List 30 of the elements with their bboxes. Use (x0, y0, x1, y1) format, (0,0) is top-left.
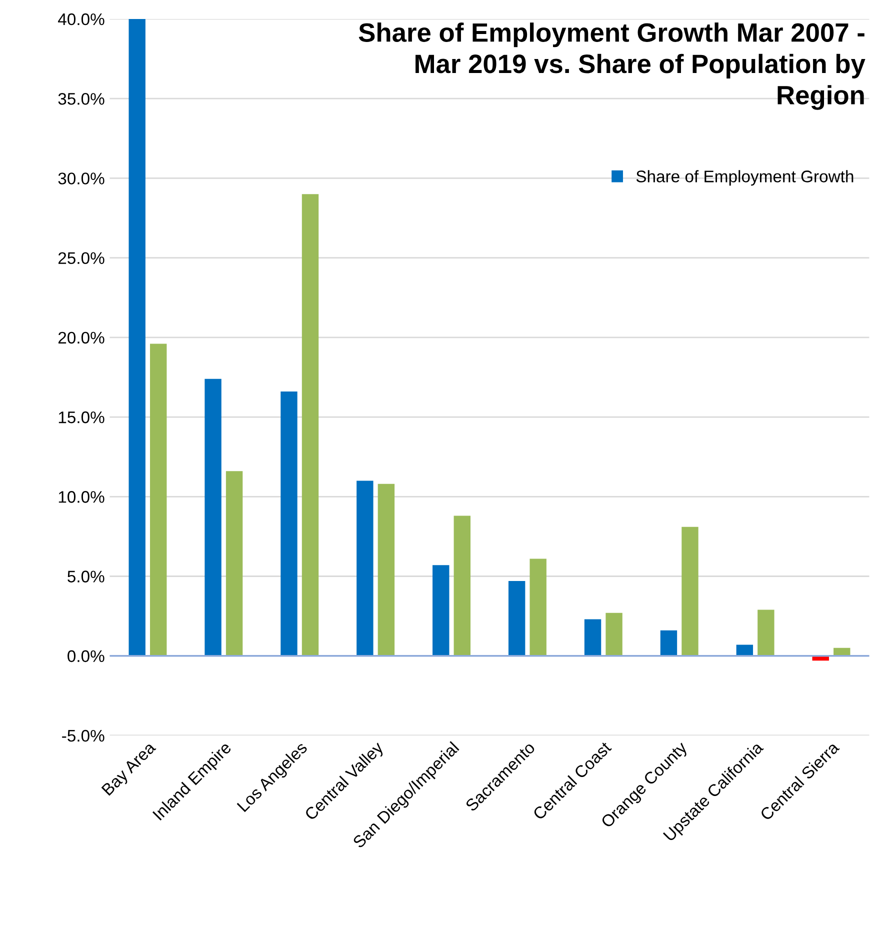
y-tick-label: -5.0% (62, 730, 104, 742)
y-tick-label: 0.0% (68, 650, 104, 662)
bar (508, 581, 526, 656)
text: Share of Employment Growth Mar 2007 - Mar 2019 vs. Share of Population by Region (358, 22, 866, 110)
y-tick-label: 20.0% (58, 332, 104, 344)
bar (150, 344, 167, 656)
bar (302, 194, 319, 656)
y-tick-label: 30.0% (58, 172, 104, 184)
y-tick-label: 35.0% (58, 92, 104, 105)
bar (226, 471, 243, 656)
bar (128, 18, 146, 656)
y-tick-label: 15.0% (58, 411, 104, 424)
bar (736, 644, 754, 656)
y-tick-label: 5.0% (68, 570, 104, 582)
y-tick-label: 25.0% (58, 252, 104, 264)
y-tick-label: 10.0% (58, 491, 104, 503)
y-tick-label: 40.0% (58, 13, 104, 26)
bar (584, 619, 602, 656)
bar (530, 558, 546, 656)
bar (660, 630, 678, 656)
bar (378, 484, 395, 656)
bar (432, 565, 450, 656)
bar (682, 526, 698, 656)
bar (606, 612, 622, 656)
bar (204, 378, 222, 656)
legend-label: Share of Employment Growth (636, 170, 854, 186)
bar (280, 392, 298, 656)
bar (454, 516, 470, 656)
bar (758, 610, 774, 656)
bar (356, 480, 374, 656)
